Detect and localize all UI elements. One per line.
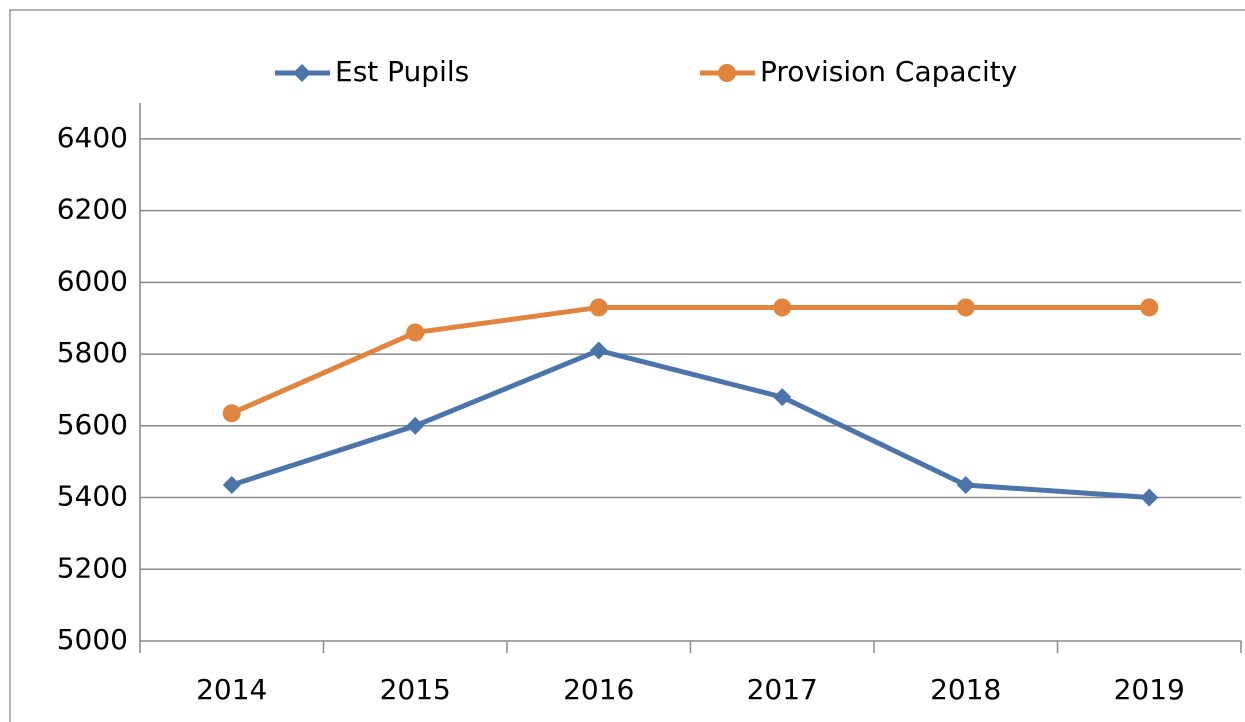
x-tick-label: 2018 [930, 673, 1001, 706]
y-tick-label: 5000 [57, 623, 128, 656]
y-tick-label: 5200 [57, 551, 128, 584]
series-line [230, 304, 1150, 416]
point [222, 404, 241, 423]
x-tick-label: 2019 [1114, 673, 1185, 706]
point [589, 341, 608, 360]
x-tick-label: 2015 [380, 673, 451, 706]
point [1140, 488, 1159, 507]
point [406, 323, 425, 342]
series-line [230, 347, 1150, 501]
point [406, 416, 425, 435]
point [773, 388, 792, 407]
y-tick-label: 6400 [57, 121, 128, 154]
point [773, 298, 792, 317]
point [589, 298, 608, 317]
point [293, 64, 311, 82]
y-tick-label: 5400 [57, 480, 128, 513]
legend-label: Provision Capacity [760, 55, 1017, 88]
y-tick-label: 5800 [57, 336, 128, 369]
legend-label: Est Pupils [335, 55, 469, 88]
point [1140, 298, 1159, 317]
point [718, 64, 736, 82]
point [222, 475, 241, 494]
x-tick-label: 2017 [747, 673, 818, 706]
x-tick-label: 2016 [563, 673, 634, 706]
chart-frame [9, 9, 1245, 722]
y-tick-label: 5600 [57, 408, 128, 441]
y-tick-label: 6200 [57, 193, 128, 226]
x-tick-label: 2014 [196, 673, 267, 706]
y-tick-label: 6000 [57, 264, 128, 297]
point [956, 298, 975, 317]
point [956, 475, 975, 494]
